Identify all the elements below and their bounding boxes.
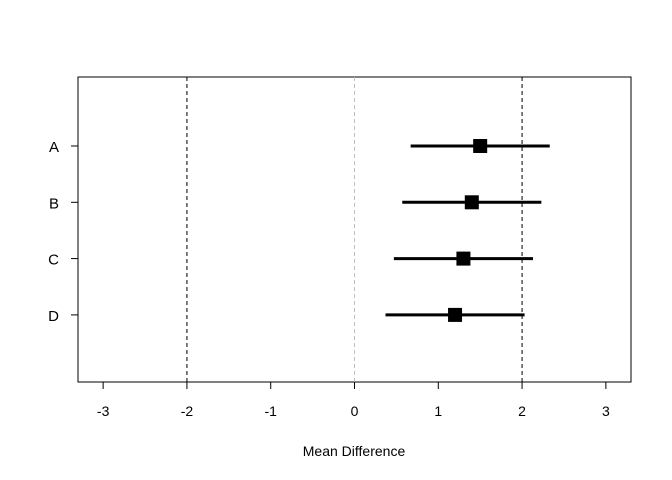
point-estimate [456,251,471,266]
point-estimate [473,139,488,153]
x-tick-label: -2 [181,403,194,419]
reference-lines [186,77,523,382]
category-label: A [49,139,59,156]
x-tick-label: -1 [264,403,277,419]
y-axis: A B C D [48,139,78,325]
point-estimate [464,195,479,210]
x-tick-label: 1 [434,403,442,419]
point-estimate [448,307,463,322]
estimate-marks [385,139,550,322]
category-label: C [48,252,59,269]
x-tick-label: 0 [351,403,359,419]
x-tick-label: 3 [602,403,610,419]
x-tick-label: -3 [97,403,110,419]
category-label: D [48,308,59,325]
x-tick-label: 2 [518,403,526,419]
x-axis-title: Mean Difference [303,443,406,459]
category-label: B [49,195,59,212]
x-axis: -3 -2 -1 0 1 2 3 [97,382,610,419]
